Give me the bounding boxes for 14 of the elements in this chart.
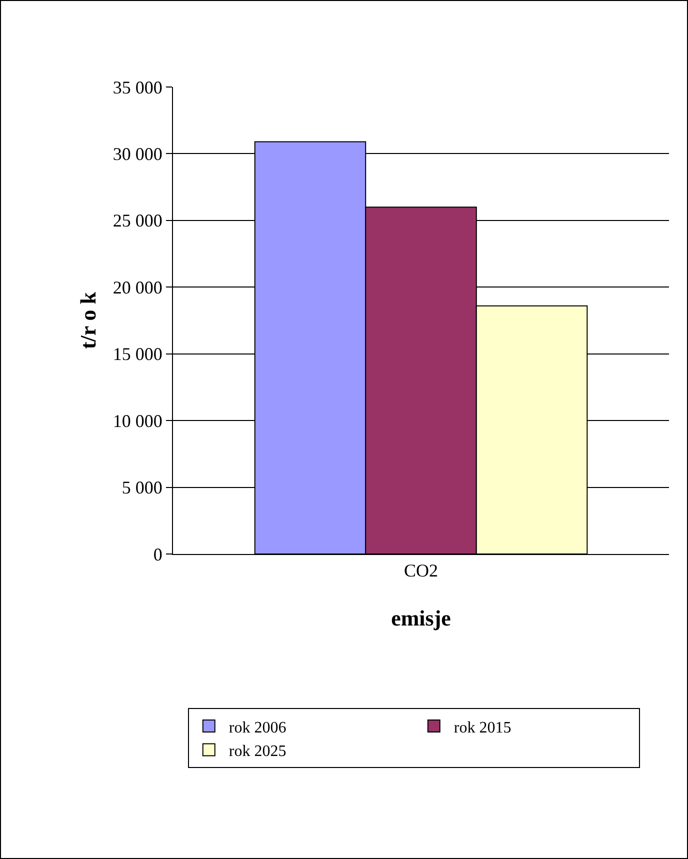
y-tick-label: 0 bbox=[153, 544, 162, 564]
x-tick-label: CO2 bbox=[404, 560, 438, 581]
y-tick-label: 25 000 bbox=[112, 210, 162, 231]
y-tick-label: 10 000 bbox=[112, 410, 162, 431]
y-tick-label: 15 000 bbox=[112, 344, 162, 364]
y-tick-label: 5 000 bbox=[122, 478, 162, 498]
y-tick-label: 20 000 bbox=[112, 277, 162, 298]
y-tick-label: 35 000 bbox=[112, 77, 162, 98]
legend-label: rok 2006 bbox=[228, 719, 286, 736]
legend-label: rok 2025 bbox=[228, 743, 286, 760]
x-axis-title: emisje bbox=[391, 606, 452, 630]
y-axis-title: t/r o k bbox=[76, 291, 101, 350]
legend-label: rok 2015 bbox=[454, 719, 512, 736]
y-tick-label: 30 000 bbox=[112, 144, 162, 164]
